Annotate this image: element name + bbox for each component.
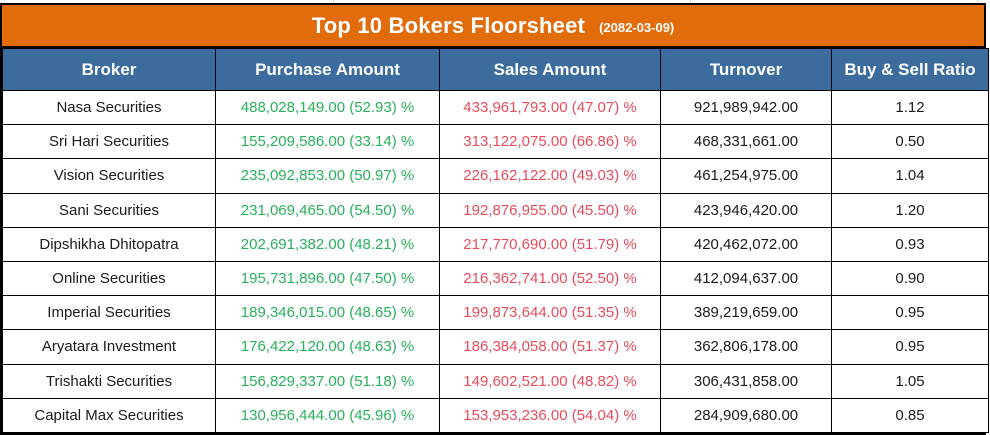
purchase-amount-cell: 156,829,337.00 (51.18) % xyxy=(215,363,440,399)
purchase-amount-cell: 202,691,382.00 (48.21) % xyxy=(215,226,440,262)
purchase-amount-cell: 155,209,586.00 (33.14) % xyxy=(215,124,440,160)
column-header-sales: Sales Amount xyxy=(439,48,661,91)
table-row: Online Securities 195,731,896.00 (47.50) … xyxy=(2,260,989,297)
purchase-amount-cell: 235,092,853.00 (50.97) % xyxy=(215,158,440,194)
turnover-cell: 420,462,072.00 xyxy=(660,226,832,262)
column-header-purchase: Purchase Amount xyxy=(215,48,440,91)
page-title: Top 10 Bokers Floorsheet xyxy=(311,12,586,38)
sales-amount-cell: 149,602,521.00 (48.82) % xyxy=(439,363,661,399)
broker-cell: Aryatara Investment xyxy=(2,329,216,365)
table-body: Nasa Securities 488,028,149.00 (52.93) % 4… xyxy=(2,89,989,434)
turnover-cell: 423,946,420.00 xyxy=(660,192,832,228)
sales-amount-cell: 433,961,793.00 (47.07) % xyxy=(439,89,661,126)
buy-sell-ratio-cell: 0.95 xyxy=(831,329,989,365)
broker-cell: Dipshikha Dhitopatra xyxy=(2,226,216,262)
purchase-amount-cell: 488,028,149.00 (52.93) % xyxy=(215,89,440,126)
table-row: Trishakti Securities 156,829,337.00 (51.1… xyxy=(2,363,989,399)
turnover-cell: 412,094,637.00 xyxy=(660,260,832,297)
purchase-amount-cell: 231,069,465.00 (54.50) % xyxy=(215,192,440,228)
buy-sell-ratio-cell: 1.20 xyxy=(831,192,989,228)
buy-sell-ratio-cell: 0.85 xyxy=(831,397,989,434)
turnover-cell: 362,806,178.00 xyxy=(660,329,832,365)
table-row: Capital Max Securities 130,956,444.00 (45… xyxy=(2,397,989,434)
turnover-cell: 306,431,858.00 xyxy=(660,363,832,399)
sales-amount-cell: 192,876,955.00 (45.50) % xyxy=(439,192,661,228)
buy-sell-ratio-cell: 1.04 xyxy=(831,158,989,194)
gridline xyxy=(333,0,334,3)
sales-amount-cell: 216,362,741.00 (52.50) % xyxy=(439,260,661,297)
sales-amount-cell: 217,770,690.00 (51.79) % xyxy=(439,226,661,262)
turnover-cell: 468,331,661.00 xyxy=(660,124,832,160)
table-row: Dipshikha Dhitopatra 202,691,382.00 (48.2… xyxy=(2,226,989,262)
broker-cell: Nasa Securities xyxy=(2,89,216,126)
turnover-cell: 284,909,680.00 xyxy=(660,397,832,434)
sales-amount-cell: 153,953,236.00 (54.04) % xyxy=(439,397,661,434)
column-header-turnover: Turnover xyxy=(660,48,832,91)
broker-cell: Sani Securities xyxy=(2,192,216,228)
floorsheet-table: Broker Purchase Amount Sales Amount Turn… xyxy=(2,48,989,434)
floorsheet-table-frame: Top 10 Bokers Floorsheet (2082-03-09) Br… xyxy=(0,3,989,435)
table-row: Nasa Securities 488,028,149.00 (52.93) % 4… xyxy=(2,89,989,126)
purchase-amount-cell: 130,956,444.00 (45.96) % xyxy=(215,397,440,434)
purchase-amount-cell: 176,422,120.00 (48.63) % xyxy=(215,329,440,365)
turnover-cell: 461,254,975.00 xyxy=(660,158,832,194)
title-banner: Top 10 Bokers Floorsheet (2082-03-09) xyxy=(2,5,984,48)
sales-amount-cell: 186,384,058.00 (51.37) % xyxy=(439,329,661,365)
gridline xyxy=(977,0,978,3)
broker-cell: Online Securities xyxy=(2,260,216,297)
buy-sell-ratio-cell: 0.90 xyxy=(831,260,989,297)
table-row: Vision Securities 235,092,853.00 (50.97) … xyxy=(2,158,989,194)
broker-cell: Vision Securities xyxy=(2,158,216,194)
broker-cell: Imperial Securities xyxy=(2,295,216,331)
broker-cell: Capital Max Securities xyxy=(2,397,216,434)
turnover-cell: 389,219,659.00 xyxy=(660,295,832,331)
broker-cell: Trishakti Securities xyxy=(2,363,216,399)
buy-sell-ratio-cell: 0.95 xyxy=(831,295,989,331)
title-date: (2082-03-09) xyxy=(599,20,675,35)
table-row: Sani Securities 231,069,465.00 (54.50) % 1… xyxy=(2,192,989,228)
turnover-cell: 921,989,942.00 xyxy=(660,89,832,126)
purchase-amount-cell: 189,346,015.00 (48.65) % xyxy=(215,295,440,331)
buy-sell-ratio-cell: 1.12 xyxy=(831,89,989,126)
table-header-row: Broker Purchase Amount Sales Amount Turn… xyxy=(2,48,989,91)
sales-amount-cell: 226,162,122.00 (49.03) % xyxy=(439,158,661,194)
column-header-broker: Broker xyxy=(2,48,216,91)
sales-amount-cell: 199,873,644.00 (51.35) % xyxy=(439,295,661,331)
table-row: Sri Hari Securities 155,209,586.00 (33.14… xyxy=(2,124,989,160)
buy-sell-ratio-cell: 1.05 xyxy=(831,363,989,399)
table-row: Imperial Securities 189,346,015.00 (48.65… xyxy=(2,295,989,331)
spreadsheet-top-strip xyxy=(0,0,990,3)
broker-cell: Sri Hari Securities xyxy=(2,124,216,160)
purchase-amount-cell: 195,731,896.00 (47.50) % xyxy=(215,260,440,297)
column-header-ratio: Buy & Sell Ratio xyxy=(831,48,989,91)
sales-amount-cell: 313,122,075.00 (66.86) % xyxy=(439,124,661,160)
gridline xyxy=(690,0,691,3)
table-row: Aryatara Investment 176,422,120.00 (48.63… xyxy=(2,329,989,365)
buy-sell-ratio-cell: 0.93 xyxy=(831,226,989,262)
buy-sell-ratio-cell: 0.50 xyxy=(831,124,989,160)
